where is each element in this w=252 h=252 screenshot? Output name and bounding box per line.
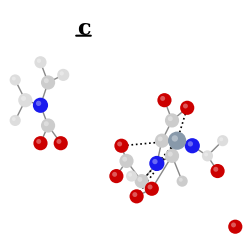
Circle shape — [178, 178, 182, 182]
Circle shape — [167, 152, 172, 157]
Circle shape — [129, 190, 143, 204]
Circle shape — [134, 174, 148, 188]
Circle shape — [56, 139, 61, 144]
Circle shape — [12, 77, 16, 81]
Circle shape — [147, 185, 152, 190]
Circle shape — [112, 172, 117, 177]
Circle shape — [12, 118, 16, 121]
Circle shape — [10, 75, 21, 86]
Circle shape — [117, 142, 122, 147]
Circle shape — [18, 94, 32, 108]
Circle shape — [10, 115, 21, 127]
Circle shape — [216, 136, 227, 147]
Circle shape — [119, 154, 133, 168]
Circle shape — [144, 182, 158, 196]
Circle shape — [201, 151, 212, 162]
Circle shape — [34, 57, 46, 69]
Circle shape — [210, 164, 224, 178]
Circle shape — [179, 101, 194, 115]
Circle shape — [227, 220, 241, 234]
Circle shape — [122, 157, 127, 162]
Circle shape — [184, 139, 199, 154]
Circle shape — [176, 176, 187, 187]
Circle shape — [44, 79, 49, 84]
Circle shape — [33, 98, 48, 113]
Circle shape — [154, 134, 168, 148]
Circle shape — [152, 159, 157, 165]
Circle shape — [203, 153, 207, 157]
Circle shape — [21, 97, 26, 102]
Circle shape — [182, 104, 187, 109]
Circle shape — [132, 192, 137, 197]
Circle shape — [157, 137, 162, 142]
Circle shape — [157, 94, 171, 108]
Circle shape — [36, 139, 41, 144]
Circle shape — [109, 169, 123, 183]
Circle shape — [57, 70, 69, 82]
Circle shape — [164, 149, 178, 163]
Circle shape — [149, 156, 164, 171]
Circle shape — [171, 136, 177, 142]
Circle shape — [160, 97, 165, 102]
Circle shape — [36, 101, 41, 107]
Circle shape — [37, 59, 41, 64]
Circle shape — [164, 114, 178, 128]
Circle shape — [33, 137, 47, 151]
Circle shape — [230, 223, 235, 228]
Circle shape — [128, 173, 132, 177]
Circle shape — [41, 76, 55, 90]
Circle shape — [114, 139, 128, 153]
Circle shape — [212, 167, 217, 172]
Circle shape — [218, 138, 222, 142]
Circle shape — [187, 142, 192, 147]
Circle shape — [125, 171, 137, 182]
Circle shape — [167, 117, 172, 122]
Text: c: c — [76, 18, 90, 40]
Circle shape — [167, 132, 185, 150]
Circle shape — [137, 177, 142, 182]
Circle shape — [53, 137, 68, 151]
Circle shape — [44, 122, 49, 127]
Circle shape — [41, 119, 55, 133]
Circle shape — [59, 72, 64, 76]
